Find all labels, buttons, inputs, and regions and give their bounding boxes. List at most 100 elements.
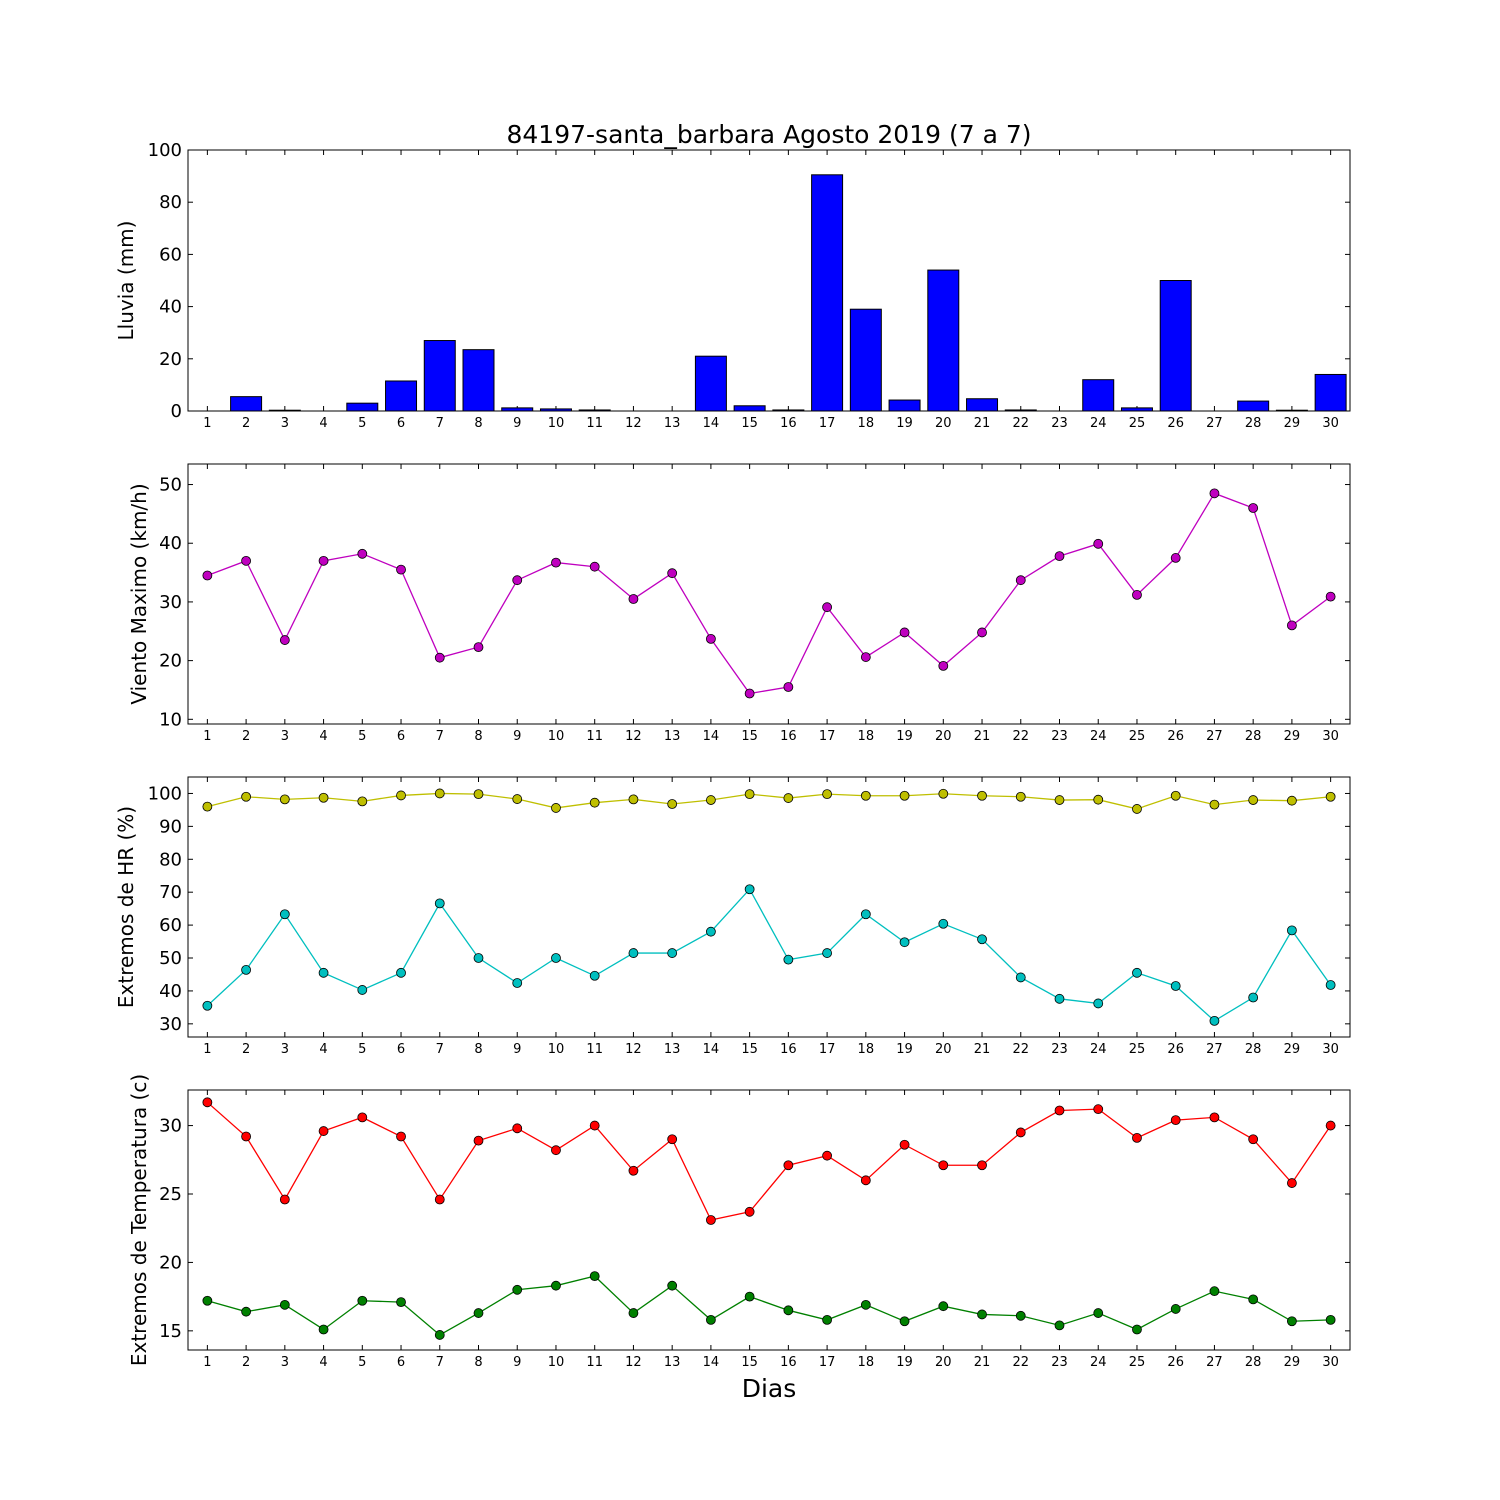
series-1-point-day-22	[1015, 1127, 1026, 1138]
series-1-point-day-12	[628, 594, 639, 604]
series-2-point-day-21	[977, 1309, 987, 1320]
x-tick-label: 1	[203, 729, 211, 744]
series-2-point-day-27	[1209, 1015, 1220, 1026]
x-tick-label: 14	[703, 416, 720, 431]
series-1-point-day-9	[512, 575, 523, 586]
x-tick-label: 9	[513, 1355, 521, 1370]
x-tick-label: 3	[281, 416, 289, 431]
series-1-point-day-2	[241, 791, 252, 802]
series-1-point-day-13	[667, 1134, 678, 1145]
series-1-point-day-27	[1209, 488, 1220, 499]
x-tick-label: 30	[1322, 1355, 1339, 1370]
x-tick-label: 18	[858, 1355, 875, 1370]
bar-day-28	[1237, 400, 1270, 412]
y-tick-label: 40	[159, 981, 182, 1002]
y-tick-label: 20	[159, 651, 182, 672]
x-tick-label: 15	[741, 416, 758, 431]
series-2-point-day-2	[241, 964, 252, 975]
series-2-point-day-4	[318, 1324, 329, 1335]
y-tick-label: 15	[159, 1321, 182, 1342]
x-axis-label: Dias	[742, 1374, 797, 1403]
x-tick-label: 11	[586, 1355, 603, 1370]
bar-day-25	[1120, 407, 1153, 412]
x-tick-label: 2	[242, 1355, 250, 1370]
series-1-point-day-17	[822, 1150, 832, 1161]
series-2-point-day-1	[202, 1295, 213, 1306]
series-1-point-day-16	[783, 793, 794, 803]
bar-day-9	[501, 407, 534, 412]
x-tick-label: 18	[858, 416, 875, 431]
series-1-point-day-25	[1132, 589, 1142, 600]
series-2-point-day-17	[822, 1314, 832, 1325]
series-2-point-day-29	[1287, 1316, 1297, 1327]
series-1-point-day-10	[551, 1145, 561, 1156]
series-1-point-day-25	[1132, 804, 1142, 814]
series-1-point-day-5	[357, 548, 368, 559]
x-tick-label: 21	[974, 729, 991, 744]
series-2-point-day-28	[1248, 992, 1259, 1003]
x-tick-label: 21	[974, 1042, 991, 1057]
x-tick-label: 7	[436, 729, 444, 744]
y-tick-label: 80	[159, 192, 182, 213]
series-2-point-day-24	[1093, 998, 1104, 1009]
series-line-2	[206, 888, 1332, 1022]
y-tick-label: 100	[148, 140, 182, 161]
series-1-point-day-30	[1325, 1120, 1336, 1131]
series-1-point-day-15	[744, 789, 755, 800]
bar-day-26	[1159, 280, 1192, 412]
x-tick-label: 5	[358, 416, 366, 431]
bar-day-17	[811, 174, 844, 412]
series-1-point-day-15	[744, 688, 755, 699]
series-1-point-day-6	[396, 790, 406, 801]
x-tick-label: 7	[436, 1355, 444, 1370]
series-2-point-day-7	[434, 898, 445, 909]
y-tick-label: 80	[159, 849, 182, 870]
series-2-point-day-19	[899, 937, 910, 948]
x-tick-label: 3	[281, 1355, 289, 1370]
series-2-point-day-8	[473, 953, 484, 963]
series-2-point-day-30	[1325, 980, 1336, 990]
series-line-1	[207, 792, 1331, 810]
series-2-point-day-7	[434, 1330, 445, 1340]
series-1-point-day-3	[279, 635, 290, 645]
x-tick-label: 28	[1245, 416, 1262, 431]
series-2-point-day-21	[977, 934, 987, 945]
x-tick-label: 5	[358, 729, 366, 744]
series-1-point-day-26	[1170, 553, 1181, 563]
x-tick-label: 6	[397, 1042, 405, 1057]
y-tick-label: 90	[159, 816, 182, 837]
series-1-point-day-11	[589, 797, 600, 808]
series-1-point-day-29	[1287, 1178, 1297, 1188]
bar-day-3	[268, 409, 301, 412]
series-2-point-day-17	[822, 948, 832, 958]
series-1-point-day-17	[822, 602, 832, 613]
x-tick-label: 2	[242, 416, 250, 431]
x-tick-label: 18	[858, 729, 875, 744]
series-1-point-day-23	[1054, 1105, 1065, 1116]
series-2-point-day-25	[1132, 1324, 1142, 1335]
series-1-point-day-4	[318, 1126, 329, 1136]
x-tick-label: 8	[474, 416, 482, 431]
series-1-point-day-1	[202, 570, 213, 581]
series-1-point-day-8	[473, 1135, 484, 1146]
bar-day-5	[346, 402, 379, 412]
x-tick-label: 11	[586, 1042, 603, 1057]
series-line-1	[206, 1101, 1332, 1221]
series-1-point-day-19	[899, 1139, 910, 1150]
series-1-point-day-4	[318, 555, 329, 566]
series-2-point-day-15	[744, 1291, 755, 1302]
x-tick-label: 12	[625, 729, 642, 744]
x-tick-label: 19	[896, 1042, 913, 1057]
series-1-point-day-28	[1248, 503, 1259, 513]
x-tick-label: 28	[1245, 729, 1262, 744]
series-2-point-day-3	[279, 909, 290, 920]
y-tick-label: 20	[159, 1252, 182, 1273]
y-tick-label: 40	[159, 533, 182, 554]
x-tick-label: 27	[1206, 729, 1223, 744]
x-tick-label: 14	[703, 729, 720, 744]
x-tick-label: 16	[780, 1042, 797, 1057]
